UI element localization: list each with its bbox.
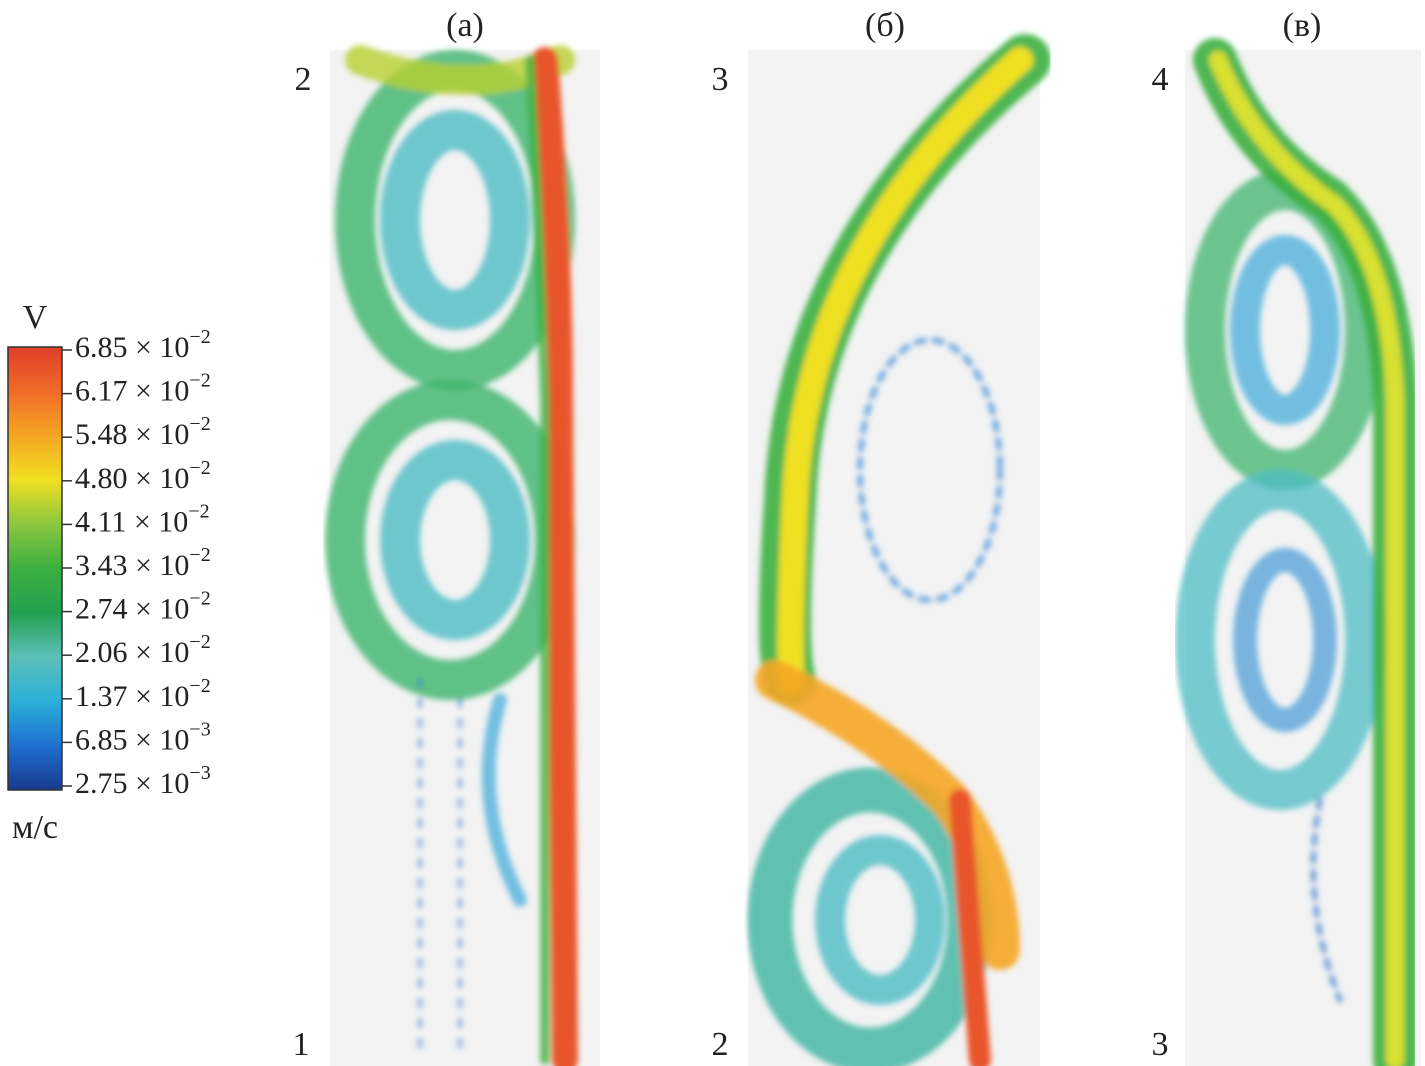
tick-exponent: −2 (189, 456, 210, 478)
colorbar-unit: м/с (12, 809, 58, 846)
tick-exponent: −2 (189, 544, 210, 566)
tick-mantissa: 6.17 × 10 (75, 374, 189, 407)
tick-mantissa: 5.48 × 10 (75, 418, 189, 451)
colorbar-tick-label: 2.74 × 10−2 (75, 587, 211, 625)
panel-top-label: 3 (712, 61, 729, 98)
panel-label: (б) (865, 7, 905, 44)
colorbar-tick-label: 3.43 × 10−2 (75, 544, 211, 582)
colorbar-tick-label: 6.85 × 10−3 (75, 718, 211, 756)
tick-mantissa: 3.43 × 10 (75, 549, 189, 582)
tick-exponent: −3 (189, 718, 210, 740)
colorbar-ticks: 6.85 × 10−26.17 × 10−25.48 × 10−24.80 × … (62, 326, 211, 800)
tick-mantissa: 6.85 × 10 (75, 331, 189, 364)
tick-mantissa: 4.11 × 10 (75, 505, 188, 538)
panel-b (696, 34, 1051, 1066)
colorbar-tick-label: 5.48 × 10−2 (75, 413, 211, 451)
tick-mantissa: 2.75 × 10 (75, 767, 189, 800)
panel-bottom-label: 2 (712, 1026, 729, 1063)
tick-exponent: −2 (189, 587, 210, 609)
colorbar-tick-label: 4.80 × 10−2 (75, 456, 211, 494)
colorbar-tick-label: 2.75 × 10−3 (75, 762, 211, 800)
tick-exponent: −2 (189, 369, 210, 391)
panel-label: (а) (446, 7, 484, 44)
colorbar-tick-label: 1.37 × 10−2 (75, 674, 211, 712)
tick-exponent: −2 (189, 413, 210, 435)
tick-exponent: −3 (189, 762, 210, 784)
colorbar (7, 346, 63, 791)
tick-exponent: −2 (189, 631, 210, 653)
colorbar-tick-label: 4.11 × 10−2 (75, 500, 210, 538)
panel-c (1175, 38, 1421, 1066)
tick-mantissa: 2.74 × 10 (75, 592, 189, 625)
tick-exponent: −2 (189, 674, 210, 696)
colorbar-title: V (23, 299, 48, 336)
panel-top-label: 4 (1152, 61, 1169, 98)
colorbar-tick-label: 6.17 × 10−2 (75, 369, 211, 407)
panel-a (325, 45, 600, 1066)
panel-bottom-label: 1 (293, 1026, 310, 1063)
tick-mantissa: 1.37 × 10 (75, 680, 189, 713)
panel-top-label: 2 (295, 61, 312, 98)
panel-bottom-label: 3 (1152, 1026, 1169, 1063)
panel-label: (в) (1283, 7, 1322, 44)
tick-mantissa: 2.06 × 10 (75, 636, 189, 669)
colorbar-tick-label: 6.85 × 10−2 (75, 326, 211, 364)
tick-mantissa: 4.80 × 10 (75, 462, 189, 495)
colorbar-tick-label: 2.06 × 10−2 (75, 631, 211, 669)
tick-mantissa: 6.85 × 10 (75, 723, 189, 756)
tick-exponent: −2 (188, 500, 209, 522)
tick-exponent: −2 (189, 326, 210, 348)
